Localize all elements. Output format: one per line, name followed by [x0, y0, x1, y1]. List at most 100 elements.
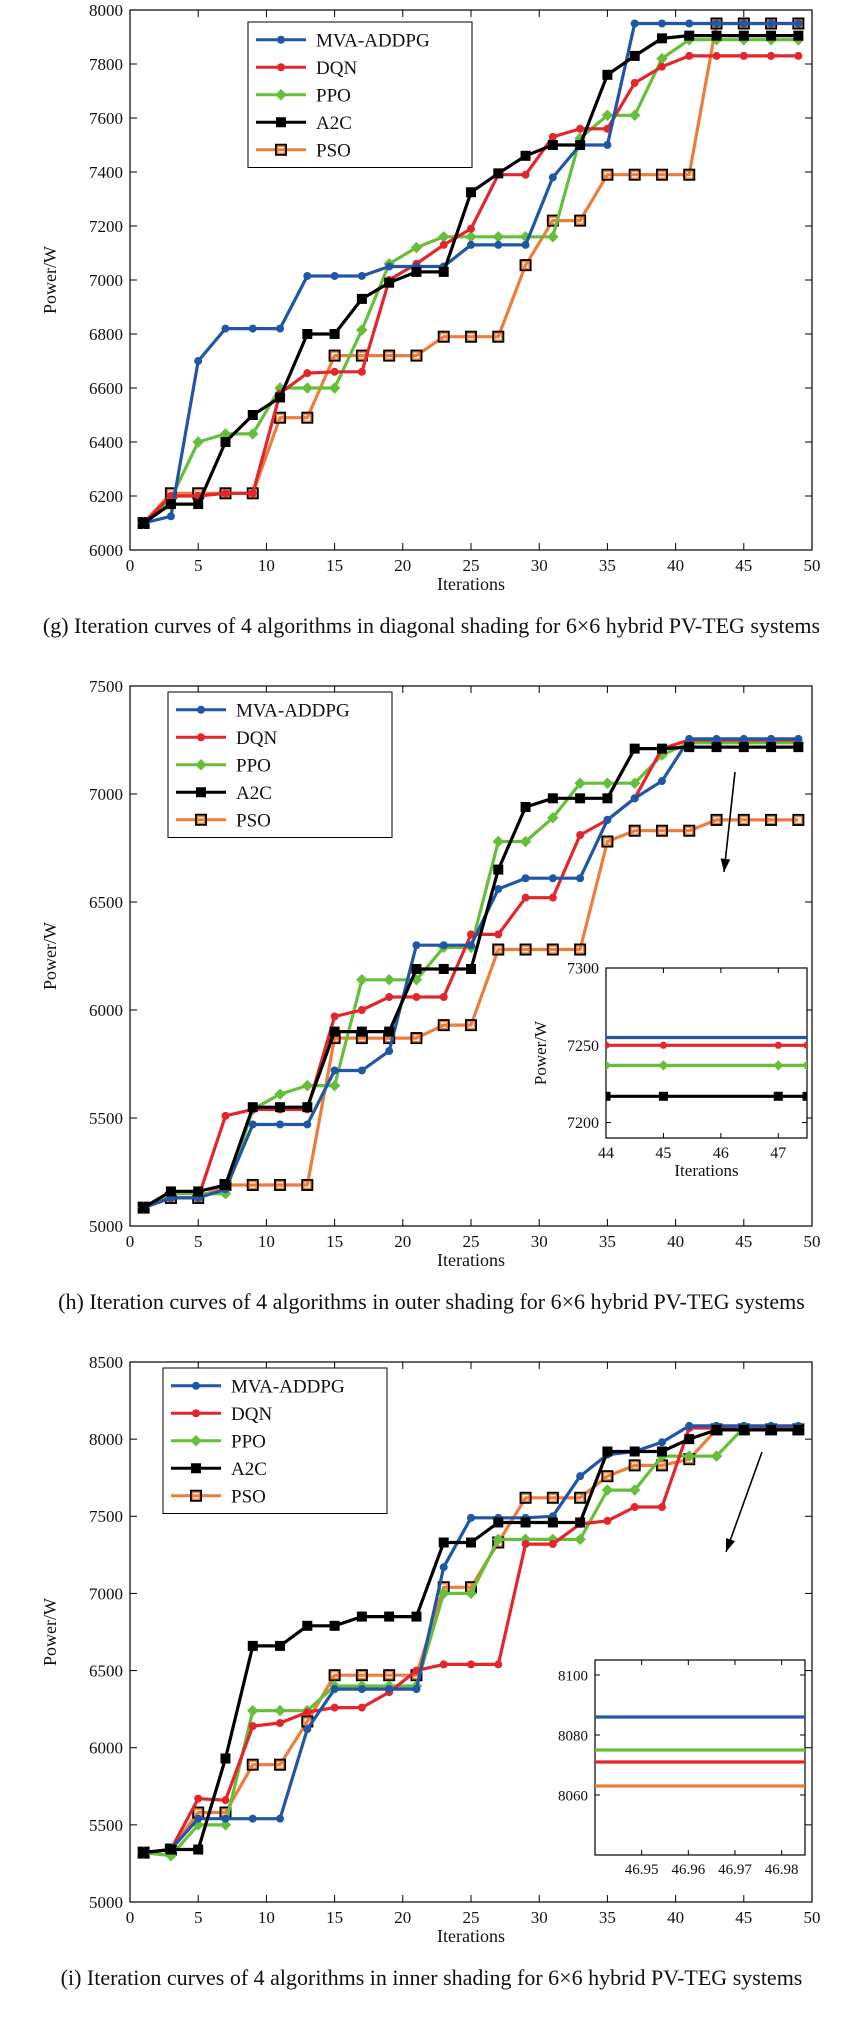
i-x-tick-label: 40 — [667, 1908, 684, 1927]
h-data-point-pso — [655, 824, 668, 837]
g-data-point-ppo — [301, 382, 314, 394]
i-data-point-dqn — [467, 1660, 475, 1669]
h-legend-label: PSO — [236, 810, 271, 831]
i-data-point-pso — [628, 1459, 641, 1472]
g-data-point-mva-addpg — [603, 141, 612, 149]
h-y-tick-label: 6500 — [89, 893, 123, 912]
h-data-point-ppo — [656, 749, 668, 761]
h-data-point-a2c — [738, 742, 749, 753]
i-data-point-mva-addpg — [685, 1421, 694, 1430]
i-x-tick-label: 30 — [531, 1908, 548, 1927]
g-data-point-a2c — [711, 30, 722, 41]
g-data-point-pso — [492, 330, 505, 343]
h-data-point-a2c — [356, 1026, 367, 1037]
h-data-point-mva-addpg — [794, 734, 803, 743]
i-inset-x-tick-label: 46.95 — [625, 1862, 659, 1878]
h-data-point-a2c — [793, 742, 804, 753]
i-legend-marker — [190, 1489, 202, 1502]
g-y-tick-label: 7400 — [89, 163, 123, 182]
g-data-point-pso-inner — [494, 332, 503, 341]
i-inset-x-tick-label: 46.98 — [765, 1862, 799, 1878]
h-data-point-a2c — [711, 742, 722, 753]
i-legend-item-dqn: DQN — [171, 1404, 272, 1425]
g-legend-marker — [277, 35, 285, 44]
h-data-point-a2c — [493, 864, 504, 875]
i-data-point-mva-addpg — [357, 1685, 366, 1694]
g-data-point-a2c — [493, 168, 504, 179]
h-data-point-a2c — [438, 963, 449, 974]
i-data-point-pso — [519, 1491, 532, 1504]
h-data-point-pso — [737, 813, 750, 826]
h-data-point-dqn — [385, 993, 394, 1002]
i-legend-label: A2C — [231, 1459, 267, 1480]
g-data-point-ppo — [601, 109, 614, 122]
h-data-point-mva-addpg — [712, 734, 721, 743]
i-y-tick-label: 6000 — [89, 1739, 123, 1758]
g-data-point-a2c — [547, 140, 558, 150]
h-data-point-a2c — [220, 1179, 231, 1190]
i-inset-axes: 46.95 46.96 46.97 46.98 8060 8080 8100 — [558, 1659, 806, 1878]
g-data-point-a2c — [766, 30, 777, 41]
g-data-point-dqn — [630, 78, 639, 87]
h-data-point-a2c — [384, 1026, 395, 1037]
g-data-point-pso — [655, 168, 668, 181]
h-data-point-a2c — [466, 963, 476, 974]
h-data-point-a2c — [329, 1026, 340, 1037]
h-data-point-mva-addpg — [494, 885, 503, 894]
g-x-tick-label: 25 — [463, 556, 480, 575]
i-data-point-ppo — [519, 1533, 532, 1546]
g-data-point-mva-addpg — [794, 19, 803, 28]
i-x-tick-label: 45 — [735, 1908, 752, 1927]
g-data-point-mva-addpg — [494, 240, 503, 249]
i-axes: 0 5 10 15 20 25 30 35 40 45 50 5000 5500 6000 6500 7000… — [40, 1353, 821, 1946]
i-data-point-mva-addpg — [330, 1685, 339, 1694]
h-x-tick-label: 45 — [735, 1232, 752, 1251]
h-legend-marker — [195, 759, 207, 771]
i-x-tick-label: 0 — [126, 1908, 135, 1927]
h-inset-series-dqn — [606, 1041, 807, 1049]
i-legend-box — [162, 1367, 388, 1514]
i-x-tick-label: 35 — [599, 1908, 616, 1927]
h-data-point-pso — [601, 835, 614, 848]
g-data-point-dqn — [303, 369, 312, 378]
i-data-point-mva-addpg — [439, 1563, 448, 1572]
i-data-point-mva-addpg — [194, 1814, 203, 1823]
g-data-point-a2c — [466, 187, 476, 198]
h-x-tick-label: 25 — [463, 1232, 480, 1251]
h-data-point-mva-addpg — [330, 1066, 339, 1075]
g-legend: MVA-ADDPG DQN PPO A2C PSO — [247, 21, 473, 168]
i-data-point-a2c — [302, 1620, 313, 1631]
h-legend-item-dqn: DQN — [176, 728, 277, 749]
h-series-mva-addpg — [139, 734, 803, 1212]
h-data-point-dqn — [521, 893, 530, 902]
i-data-point-dqn — [303, 1708, 312, 1717]
g-data-point-mva-addpg — [712, 19, 721, 28]
h-inset-data-point-a2c — [658, 1091, 668, 1101]
i-y-axis-label: Power/W — [40, 1598, 60, 1666]
h-data-point-mva-addpg — [412, 941, 421, 950]
g-legend-marker — [275, 89, 287, 101]
h-data-point-a2c — [247, 1102, 258, 1113]
h-data-point-pso — [437, 1019, 450, 1032]
g-data-point-a2c — [384, 277, 395, 288]
g-legend-item-a2c: A2C — [256, 113, 352, 134]
g-data-point-ppo — [219, 428, 232, 440]
g-data-point-a2c — [247, 410, 258, 420]
g-x-tick-label: 10 — [258, 556, 275, 575]
g-data-point-ppo — [328, 382, 341, 394]
h-data-point-a2c — [766, 742, 777, 753]
h-data-point-ppo — [628, 777, 641, 789]
i-data-point-a2c — [384, 1611, 395, 1622]
i-data-point-mva-addpg — [467, 1513, 475, 1522]
g-legend-item-pso: PSO — [256, 140, 351, 161]
g-data-point-pso — [437, 330, 450, 343]
i-data-point-dqn — [521, 1540, 530, 1549]
i-data-point-dqn — [439, 1660, 448, 1669]
h-data-point-pso-inner — [439, 1020, 448, 1030]
i-inset-y-tick-label: 8060 — [558, 1788, 588, 1804]
h-y-tick-label: 5500 — [89, 1109, 123, 1128]
h-legend-item-pso: PSO — [176, 810, 271, 831]
i-y-tick-label: 7000 — [89, 1584, 123, 1603]
h-data-point-pso — [792, 813, 805, 826]
g-data-point-dqn — [685, 51, 694, 60]
